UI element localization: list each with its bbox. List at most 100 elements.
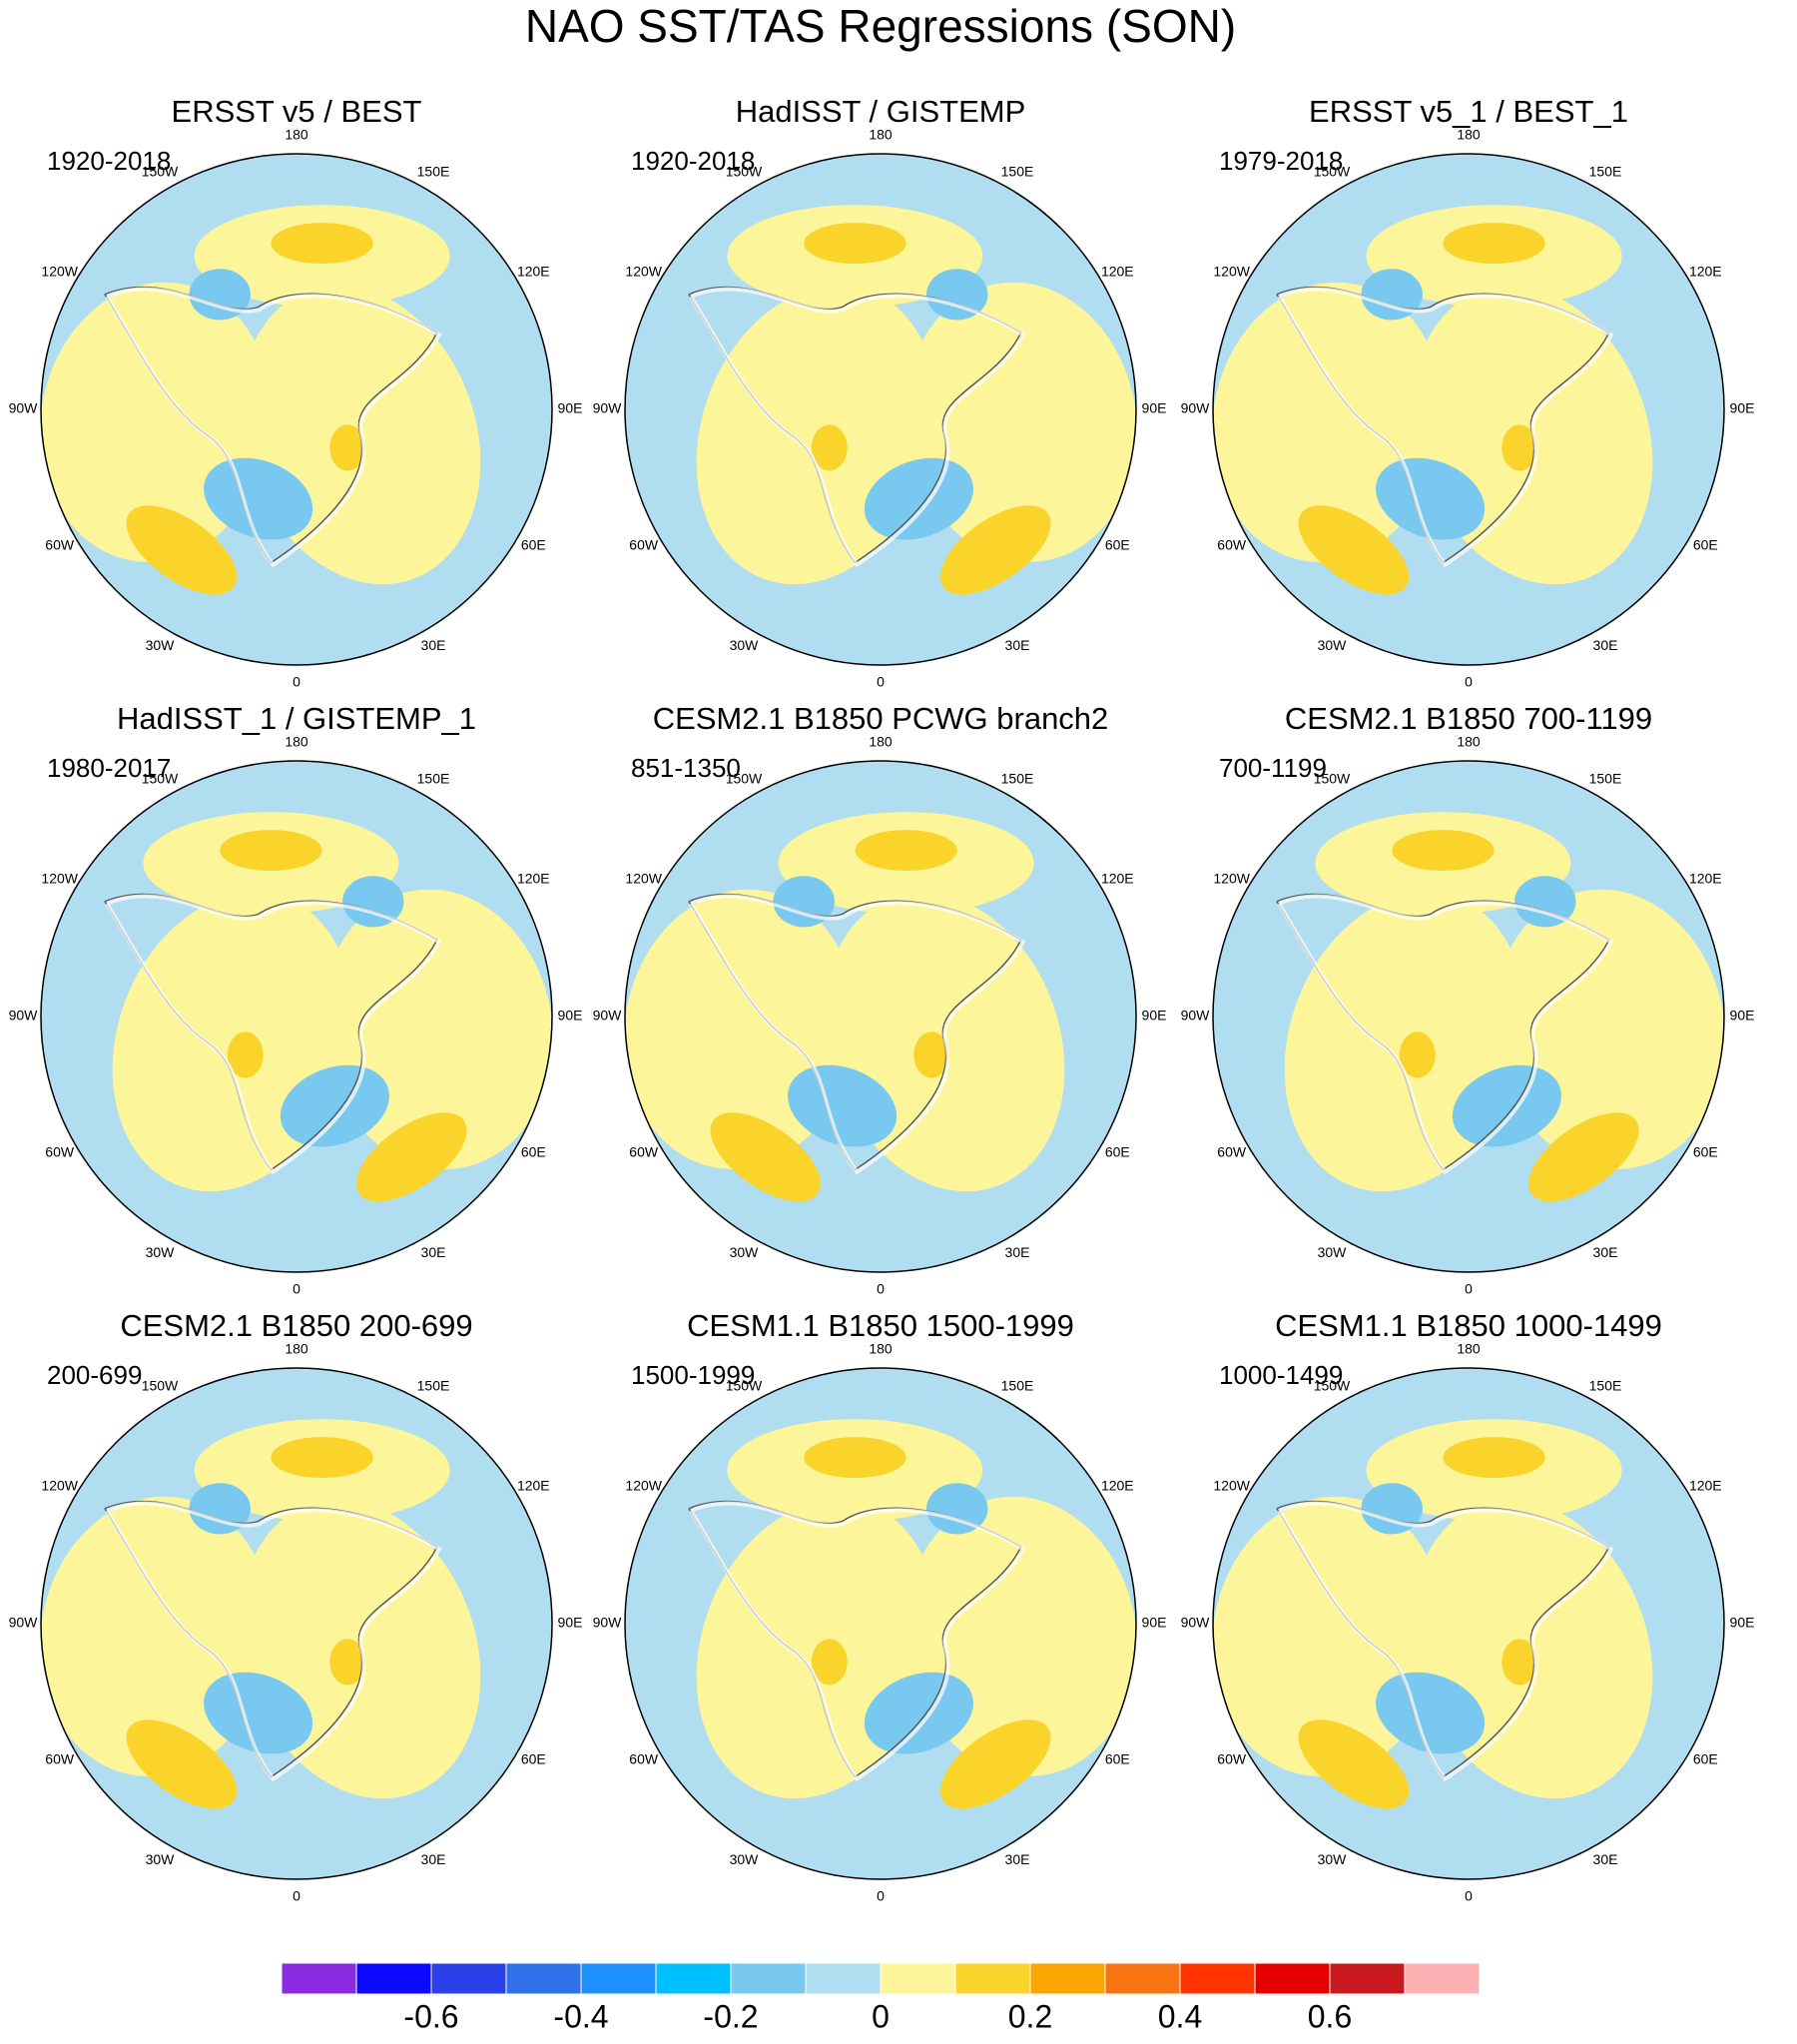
colorbar-box [655, 1962, 732, 1995]
map-border [40, 760, 553, 1273]
map-border [1212, 760, 1725, 1273]
anomaly-region [811, 424, 848, 471]
longitude-label: 30W [730, 637, 760, 653]
longitude-label: 90E [1142, 400, 1167, 416]
longitude-label: 60W [629, 1751, 659, 1767]
longitude-label: 0 [1465, 674, 1473, 690]
longitude-label: 120W [1213, 264, 1250, 280]
longitude-label: 180 [285, 734, 308, 750]
figure-title: NAO SST/TAS Regressions (SON) [525, 0, 1236, 52]
anomaly-region [710, 1112, 822, 1202]
longitude-label: 120E [517, 1478, 550, 1494]
longitude-label: 150E [417, 163, 450, 179]
longitude-label: 150W [726, 163, 763, 179]
longitude-label: 0 [877, 1888, 885, 1904]
longitude-label: 60W [45, 1751, 75, 1767]
anomaly-region [204, 457, 313, 540]
field [688, 205, 1136, 595]
longitude-label: 120W [625, 264, 662, 280]
longitude-label: 30E [421, 1244, 446, 1260]
anomaly-region [1452, 1064, 1561, 1147]
colorbar-box [281, 1962, 357, 1995]
anomaly-region [271, 223, 373, 265]
longitude-label: 30E [1005, 1851, 1030, 1867]
anomaly-region [804, 1437, 906, 1479]
colorbar-box [1404, 1962, 1481, 1995]
longitude-label: 150W [726, 1377, 763, 1393]
longitude-label: 30W [730, 1851, 760, 1867]
longitude-label: 30E [421, 637, 446, 653]
longitude-label: 90W [1181, 1008, 1211, 1023]
map-border [624, 1367, 1137, 1880]
longitude-label: 60E [521, 1751, 546, 1767]
longitude-label: 30E [1593, 637, 1618, 653]
colorbar-box [430, 1962, 507, 1995]
anomaly-region [788, 1064, 898, 1147]
panel-period: 700-1199 [1219, 753, 1327, 783]
map-border [40, 153, 553, 666]
longitude-label: 90E [558, 400, 583, 416]
anomaly-region [864, 1672, 973, 1754]
anomaly-region [1443, 1437, 1545, 1479]
longitude-label: 150E [1589, 163, 1622, 179]
colorbar-box [954, 1962, 1031, 1995]
map-border [1212, 1367, 1725, 1880]
longitude-label: 120E [517, 871, 550, 887]
anomaly-region [204, 1672, 313, 1754]
field [625, 812, 1065, 1202]
panel-title: CESM1.1 B1850 1500-1999 [687, 1308, 1074, 1343]
longitude-label: 150W [1314, 770, 1351, 786]
anomaly-region [1399, 1031, 1436, 1078]
longitude-label: 90W [593, 1615, 623, 1631]
panel-title: CESM1.1 B1850 1000-1499 [1275, 1308, 1662, 1343]
panel-period: 1920-2018 [631, 146, 755, 176]
anomaly-region [1298, 505, 1410, 595]
longitude-label: 60E [1693, 537, 1718, 553]
longitude-label: 90E [1142, 1615, 1167, 1631]
anomaly-region [329, 1639, 366, 1686]
longitude-label: 120W [625, 1478, 662, 1494]
longitude-label: 180 [285, 1341, 308, 1357]
longitude-label: 60W [629, 537, 659, 553]
panel-title: HadISST / GISTEMP [736, 94, 1026, 129]
longitude-label: 120W [1213, 871, 1250, 887]
anomaly-region [342, 876, 404, 928]
colorbar-tick-label: 0.6 [1308, 1998, 1352, 2034]
longitude-label: 90E [1730, 1615, 1755, 1631]
anomaly-region [126, 505, 238, 595]
field [104, 812, 552, 1202]
field [1213, 205, 1653, 595]
anomaly-region [329, 424, 366, 471]
anomaly-region [855, 830, 957, 872]
longitude-label: 150E [417, 1377, 450, 1393]
longitude-label: 120E [517, 264, 550, 280]
longitude-label: 60E [1105, 1751, 1130, 1767]
panel-title: ERSST v5_1 / BEST_1 [1309, 94, 1628, 129]
longitude-label: 60W [1217, 1144, 1247, 1160]
anomaly-region [939, 1719, 1051, 1809]
longitude-label: 180 [1457, 734, 1481, 750]
longitude-label: 90W [9, 400, 39, 416]
coastline-white [105, 894, 442, 1175]
map-border [40, 1367, 553, 1880]
coastline-white [689, 894, 1026, 1175]
colorbar-tick-label: -0.2 [703, 1998, 758, 2034]
longitude-label: 30E [1005, 1244, 1030, 1260]
colorbar-tick-label: 0 [872, 1998, 890, 2034]
map-panel: CESM2.1 B1850 PCWG branch2 851-1350 180 150… [593, 701, 1167, 1297]
field [41, 205, 481, 595]
longitude-label: 0 [877, 674, 885, 690]
map-panel: HadISST / GISTEMP 1920-2018 180 150E 120E 90E… [593, 94, 1167, 690]
anomaly-region [355, 1112, 467, 1202]
anomaly-region [189, 1483, 251, 1535]
longitude-label: 30W [146, 1851, 176, 1867]
map-panel: ERSST v5_1 / BEST_1 1979-2018 180 150E 120E 9… [1181, 94, 1755, 690]
field [41, 1419, 481, 1809]
panel-title: CESM2.1 B1850 700-1199 [1285, 701, 1652, 736]
colorbar-box [1329, 1962, 1406, 1995]
longitude-label: 120W [1213, 1478, 1250, 1494]
coastline-white [1277, 287, 1614, 568]
anomaly-region [220, 830, 322, 872]
longitude-label: 30W [146, 637, 176, 653]
anomaly-region [926, 1483, 988, 1535]
